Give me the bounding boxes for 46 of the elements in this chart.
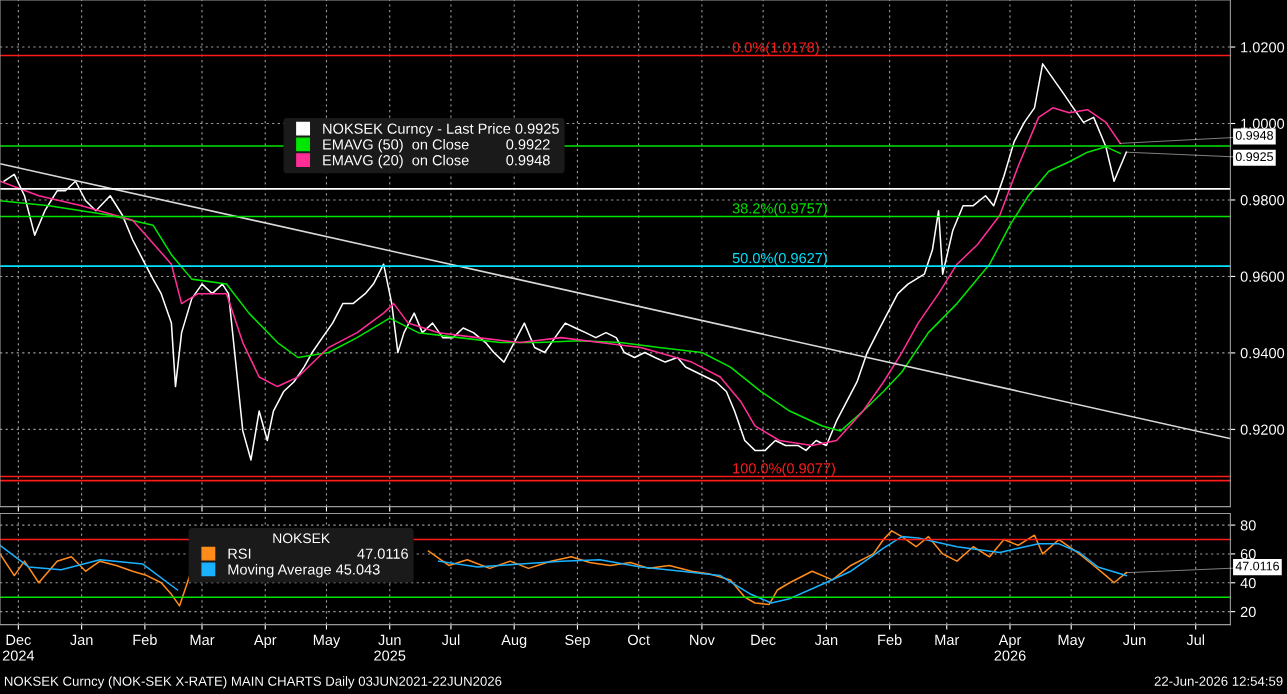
line-series	[0, 107, 1121, 447]
x-tick-label: Jan	[70, 634, 93, 646]
x-tick-label: Mar	[190, 634, 215, 646]
y-tick-label: 0.9400	[1240, 348, 1285, 359]
text: 22-Jun-2026 12:54:59	[1154, 676, 1283, 686]
x-tick-label: Feb	[133, 634, 157, 646]
y-tick-label: 0.9800	[1240, 195, 1285, 206]
ref-line-label: 50.0%(0.9627)	[732, 252, 827, 267]
ref-line-label: 100.0%(0.9077)	[733, 462, 835, 477]
annotation: 0.9925	[1235, 152, 1273, 162]
x-tick-label: Jul	[1186, 634, 1205, 646]
x-tick-label: Oct	[628, 634, 650, 646]
legend-label: Moving Average 45.043	[228, 563, 380, 578]
y-tick-label: 0.9200	[1240, 424, 1285, 435]
x-tick-label: Dec 2024	[2, 634, 35, 661]
x-tick-label: Feb	[878, 634, 902, 646]
annotation: 47.0116	[1235, 561, 1280, 571]
legend-label: EMAVG (20) on Close 0.9948	[323, 154, 550, 169]
x-tick-label: Apr 2026	[994, 634, 1026, 661]
y-tick-label: 1.0000	[1241, 118, 1285, 129]
y-tick-label: 80	[1240, 520, 1256, 531]
x-tick-label: Dec	[751, 634, 776, 646]
y-tick-label: 0.9600	[1240, 271, 1285, 282]
x-tick-label: Jul	[441, 634, 460, 646]
x-tick-label: Sep	[565, 634, 590, 648]
x-tick-label: Jan	[814, 634, 838, 646]
ref-line-label: 38.2%(0.9757)	[732, 202, 827, 217]
text: NOKSEK Curncy (NOK-SEK X-RATE) MAIN CHARTS Daily 03JUN2021-22JUN2026	[4, 676, 502, 689]
x-tick-label: May	[313, 634, 341, 648]
x-tick-label: May	[1058, 634, 1085, 648]
legend-label: NOKSEK Curncy - Last Price 0.9925	[323, 123, 559, 137]
x-tick-label: Nov	[690, 634, 715, 646]
y-tick-label: 20	[1240, 606, 1256, 618]
x-tick-label: Jun 2025	[374, 634, 406, 661]
y-tick-label: 60	[1240, 549, 1256, 560]
x-tick-label: Jun	[1122, 634, 1146, 646]
y-tick-label: 40	[1240, 577, 1256, 589]
x-tick-label: Aug	[501, 634, 527, 648]
x-tick-label: Apr	[253, 634, 277, 648]
y-tick-label: 1.0200	[1241, 42, 1285, 53]
x-tick-label: Mar	[935, 634, 960, 646]
legend-title: NOKSEK	[273, 533, 330, 544]
legend-label: RSI 47.0116	[228, 548, 408, 559]
legend-label: EMAVG (50) on Close 0.9922	[323, 138, 550, 153]
annotation: 0.9948	[1235, 130, 1273, 140]
ref-line-label: 0.0%(1.0178)	[732, 41, 819, 56]
